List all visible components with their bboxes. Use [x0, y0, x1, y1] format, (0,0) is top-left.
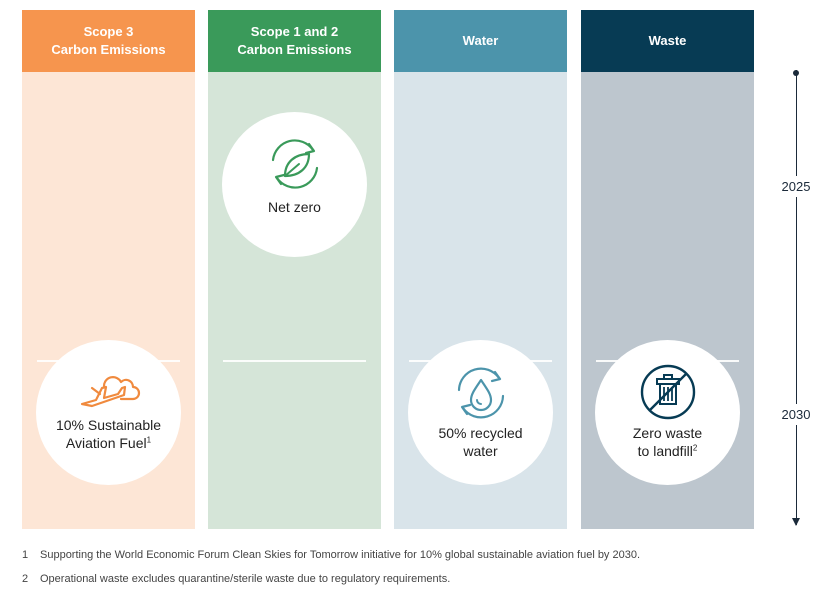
column-header-scope-3: Scope 3 Carbon Emissions: [22, 10, 195, 72]
timeline-axis: [796, 70, 797, 525]
recycle-leaf-icon: [271, 139, 318, 189]
timeline-arrow-down-icon: [792, 518, 800, 526]
timeline-year-2025: 2025: [773, 176, 819, 197]
footnote-number: 1: [22, 549, 29, 561]
column-header-scope-1-2: Scope 1 and 2 Carbon Emissions: [208, 10, 381, 72]
column-body-water: 50% recycled water: [394, 72, 567, 529]
recycle-water-drop-icon: [457, 367, 504, 419]
target-label-waste: Zero waste to landfill2: [632, 425, 703, 459]
target-label-net-zero: Net zero: [268, 199, 321, 215]
column-scope-1-2: Scope 1 and 2 Carbon Emissions Net zero: [208, 10, 381, 529]
footnote-1: 1 Supporting the World Economic Forum Cle…: [22, 549, 640, 561]
column-body-scope-1-2: Net zero: [208, 72, 381, 529]
row-divider: [223, 360, 366, 362]
column-water: Water 50% recycled water: [394, 10, 567, 529]
column-body-scope-3: 10% Sustainable Aviation Fuel1: [22, 72, 195, 529]
column-scope-3: Scope 3 Carbon Emissions 10% Sustainable…: [22, 10, 195, 529]
footnote-ref-1: 1: [146, 435, 152, 445]
plane-cloud-icon: [80, 376, 140, 408]
column-header-water: Water: [394, 10, 567, 72]
target-circle-saf: 10% Sustainable Aviation Fuel1: [36, 340, 181, 485]
timeline-year-2030: 2030: [773, 404, 819, 425]
footnote-text: Supporting the World Economic Forum Clea…: [40, 549, 641, 561]
footnote-number: 2: [22, 573, 29, 585]
footnote-text: Operational waste excludes quarantine/st…: [40, 573, 451, 585]
target-label-saf: 10% Sustainable Aviation Fuel1: [55, 417, 162, 451]
footnote-2: 2 Operational waste excludes quarantine/s…: [22, 573, 450, 585]
target-label-water: 50% recycled water: [438, 425, 523, 459]
column-header-waste: Waste: [581, 10, 754, 72]
column-body-waste: Zero waste to landfill2: [581, 72, 754, 529]
target-circle-waste: Zero waste to landfill2: [595, 340, 740, 485]
column-waste: Waste Zero waste to landfill2: [581, 10, 754, 529]
target-circle-water: 50% recycled water: [408, 340, 553, 485]
footnote-ref-2: 2: [692, 443, 698, 453]
no-bin-icon: [640, 364, 695, 420]
timeline-start-dot: [793, 70, 799, 76]
target-circle-net-zero: Net zero: [222, 112, 367, 257]
